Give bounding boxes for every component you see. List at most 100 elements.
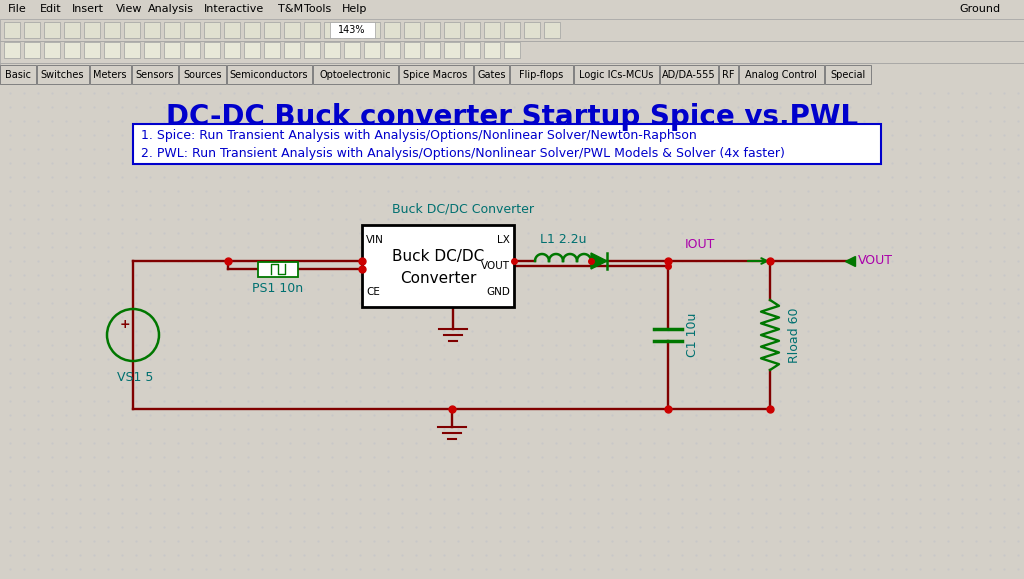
Bar bbox=[0, 65, 36, 84]
Bar bbox=[544, 22, 560, 38]
Text: VS1 5: VS1 5 bbox=[117, 371, 154, 384]
Text: Switches: Switches bbox=[41, 70, 84, 80]
Bar bbox=[24, 22, 40, 38]
Text: View: View bbox=[116, 4, 142, 14]
Text: Basic: Basic bbox=[5, 70, 31, 80]
Text: Optoelectronic: Optoelectronic bbox=[319, 70, 391, 80]
Text: C1 10u: C1 10u bbox=[686, 313, 699, 357]
Bar bbox=[524, 22, 540, 38]
Text: Meters: Meters bbox=[93, 70, 127, 80]
Bar bbox=[312, 65, 397, 84]
Bar bbox=[37, 65, 88, 84]
Text: 1. Spice: Run Transient Analysis with Analysis/Options/Nonlinear Solver/Newton-R: 1. Spice: Run Transient Analysis with An… bbox=[141, 130, 696, 142]
Bar bbox=[124, 22, 140, 38]
Bar bbox=[424, 42, 440, 58]
Bar bbox=[362, 225, 514, 307]
Bar bbox=[204, 22, 220, 38]
Bar bbox=[574, 65, 659, 84]
Text: Sensors: Sensors bbox=[135, 70, 174, 80]
Bar bbox=[364, 42, 380, 58]
Text: Semiconductors: Semiconductors bbox=[229, 70, 308, 80]
Bar bbox=[304, 22, 319, 38]
Bar bbox=[384, 42, 400, 58]
Text: Buck DC/DC Converter: Buck DC/DC Converter bbox=[392, 202, 534, 215]
Bar bbox=[144, 22, 160, 38]
Bar bbox=[179, 65, 225, 84]
Text: AD/DA-555: AD/DA-555 bbox=[662, 70, 716, 80]
Text: T&M: T&M bbox=[278, 4, 303, 14]
Bar bbox=[324, 22, 340, 38]
Text: GND: GND bbox=[486, 287, 510, 297]
Bar bbox=[104, 42, 120, 58]
Bar bbox=[133, 124, 881, 164]
Bar bbox=[84, 42, 100, 58]
Bar bbox=[84, 22, 100, 38]
Bar bbox=[484, 22, 500, 38]
Bar bbox=[0, 0, 1024, 18]
Bar bbox=[164, 22, 180, 38]
Bar bbox=[89, 65, 130, 84]
Text: 2. PWL: Run Transient Analysis with Analysis/Options/Nonlinear Solver/PWL Models: 2. PWL: Run Transient Analysis with Anal… bbox=[141, 146, 784, 159]
Text: Buck DC/DC: Buck DC/DC bbox=[392, 248, 484, 263]
Text: DC-DC Buck converter Startup Spice vs.PWL: DC-DC Buck converter Startup Spice vs.PW… bbox=[166, 103, 858, 131]
Text: Gates: Gates bbox=[477, 70, 506, 80]
Text: Analog Control: Analog Control bbox=[745, 70, 817, 80]
Bar bbox=[424, 22, 440, 38]
Bar bbox=[324, 42, 340, 58]
Bar bbox=[504, 22, 520, 38]
Bar bbox=[824, 65, 871, 84]
Text: Tools: Tools bbox=[304, 4, 331, 14]
Bar bbox=[444, 42, 460, 58]
Text: Insert: Insert bbox=[72, 4, 104, 14]
Text: Rload 60: Rload 60 bbox=[788, 307, 801, 363]
Bar bbox=[4, 42, 20, 58]
Text: Flip-flops: Flip-flops bbox=[519, 70, 563, 80]
Bar bbox=[131, 65, 178, 84]
Bar bbox=[24, 42, 40, 58]
Text: VOUT: VOUT bbox=[858, 255, 893, 267]
Bar bbox=[0, 63, 1024, 85]
Bar bbox=[226, 65, 311, 84]
Bar bbox=[719, 65, 737, 84]
Text: Sources: Sources bbox=[183, 70, 221, 80]
Bar bbox=[344, 22, 360, 38]
Text: VIN: VIN bbox=[366, 234, 384, 245]
Text: RF: RF bbox=[722, 70, 734, 80]
Bar bbox=[464, 22, 480, 38]
Text: LX: LX bbox=[497, 234, 510, 245]
Text: Converter: Converter bbox=[399, 271, 476, 286]
Text: Logic ICs-MCUs: Logic ICs-MCUs bbox=[580, 70, 653, 80]
Polygon shape bbox=[591, 253, 607, 269]
Bar bbox=[124, 42, 140, 58]
Text: CE: CE bbox=[366, 287, 380, 297]
Bar bbox=[184, 22, 200, 38]
Bar bbox=[504, 42, 520, 58]
Bar bbox=[144, 42, 160, 58]
Text: Spice Macros: Spice Macros bbox=[403, 70, 468, 80]
Text: Ground: Ground bbox=[958, 4, 1000, 14]
Bar bbox=[264, 22, 280, 38]
Text: PS1 10n: PS1 10n bbox=[253, 281, 303, 295]
Text: Analysis: Analysis bbox=[148, 4, 194, 14]
Bar bbox=[464, 42, 480, 58]
Bar bbox=[284, 22, 300, 38]
Bar bbox=[63, 42, 80, 58]
Bar bbox=[63, 22, 80, 38]
Bar bbox=[204, 42, 220, 58]
Bar bbox=[224, 22, 240, 38]
Bar bbox=[44, 22, 60, 38]
Bar bbox=[4, 22, 20, 38]
Text: 143%: 143% bbox=[338, 25, 366, 35]
Bar bbox=[284, 42, 300, 58]
Bar bbox=[244, 22, 260, 38]
Bar bbox=[0, 19, 1024, 41]
Bar bbox=[398, 65, 472, 84]
Bar bbox=[473, 65, 509, 84]
Text: L1 2.2u: L1 2.2u bbox=[540, 233, 587, 246]
Text: IOUT: IOUT bbox=[685, 238, 715, 251]
Bar bbox=[184, 42, 200, 58]
Bar bbox=[244, 42, 260, 58]
Bar bbox=[484, 42, 500, 58]
Text: VOUT: VOUT bbox=[481, 261, 510, 271]
Bar bbox=[0, 41, 1024, 63]
